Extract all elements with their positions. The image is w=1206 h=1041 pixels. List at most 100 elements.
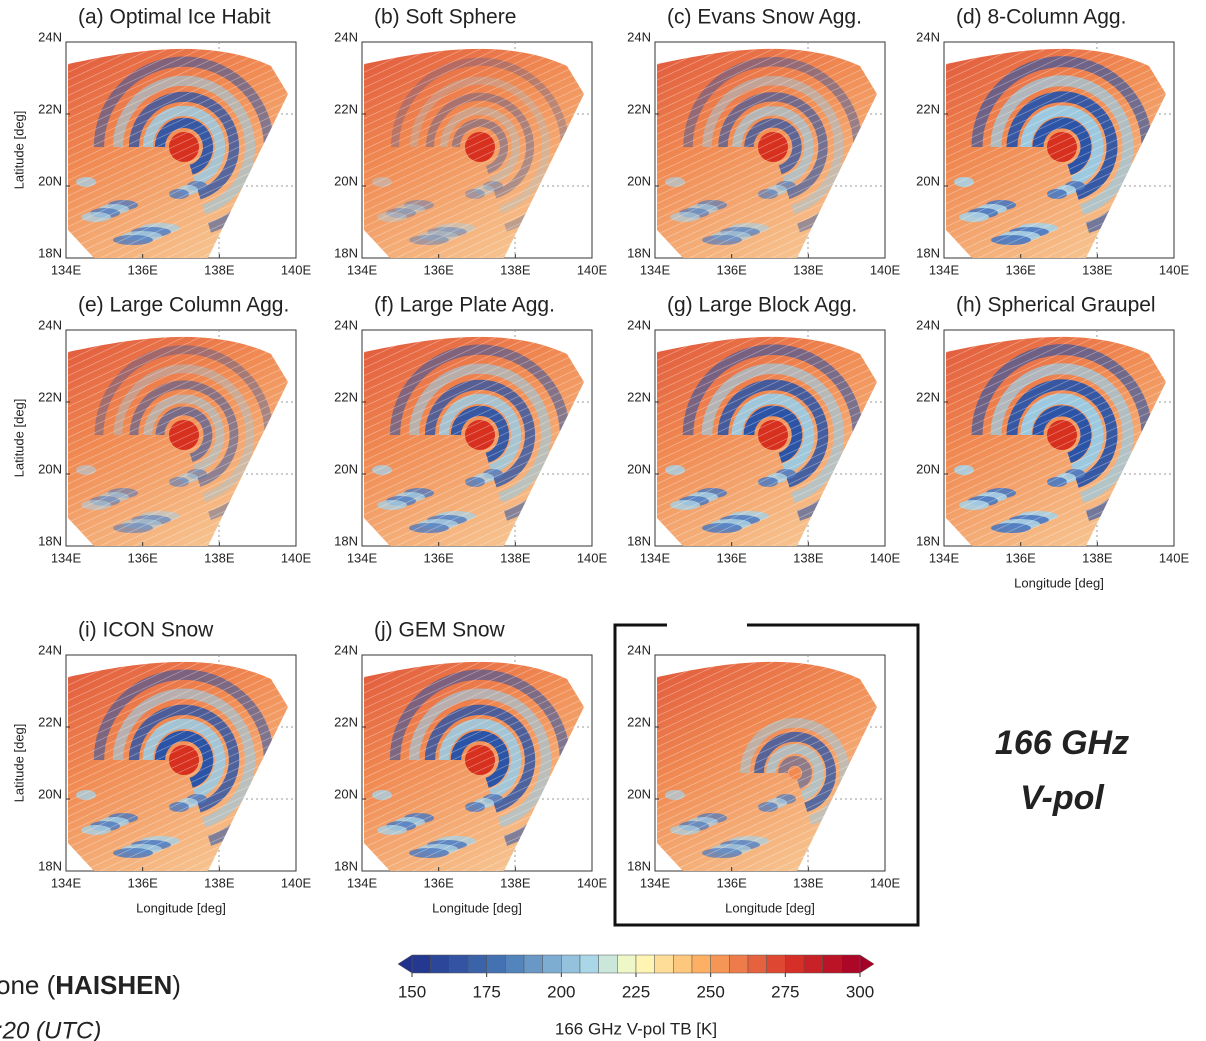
y-tick-label: 20N xyxy=(38,461,62,476)
y-tick-label: 18N xyxy=(38,245,62,260)
x-tick-label: 134E xyxy=(51,262,82,277)
x-tick-label: 136E xyxy=(127,875,158,890)
map-panel: 134E 136E 138E 140E 18N 20N 22N 24N (h) Spherica… xyxy=(916,294,1189,591)
caption-part: one ( xyxy=(0,970,56,1000)
y-tick-label: 20N xyxy=(334,461,358,476)
y-tick-label: 24N xyxy=(627,29,651,44)
x-axis-label: Longitude [deg] xyxy=(136,900,226,915)
x-tick-label: 138E xyxy=(500,262,531,277)
colorbar-label: 166 GHz V-pol TB [K] xyxy=(555,1019,717,1038)
map-panel: 134E 136E 138E 140E 18N 20N 22N 24N (e) Large Co… xyxy=(11,294,311,566)
colorbar-cell xyxy=(486,954,506,974)
y-tick-label: 24N xyxy=(627,317,651,332)
swath xyxy=(68,661,288,871)
colorbar-cell xyxy=(542,954,562,974)
map-panel: 134E 136E 138E 140E 18N 20N 22N 24N (j) GEM Snow… xyxy=(334,619,607,916)
colorbar-tick-label: 175 xyxy=(472,982,500,1001)
y-tick-label: 18N xyxy=(916,245,940,260)
x-tick-label: 134E xyxy=(347,262,378,277)
y-tick-label: 24N xyxy=(38,317,62,332)
y-tick-label: 24N xyxy=(334,317,358,332)
y-tick-label: 20N xyxy=(916,461,940,476)
x-tick-label: 136E xyxy=(716,550,747,565)
panel-title: (b) Soft Sphere xyxy=(374,6,516,29)
colorbar-cell xyxy=(785,954,805,974)
x-tick-label: 138E xyxy=(793,550,824,565)
caption: :20 (UTC) xyxy=(0,1017,101,1041)
x-tick-label: 138E xyxy=(793,262,824,277)
x-tick-label: 136E xyxy=(1005,550,1036,565)
map-panel: 134E 136E 138E 140E 18N 20N 22N 24N (f) Large Pl… xyxy=(334,294,607,566)
colorbar-cell xyxy=(430,954,450,974)
y-tick-label: 22N xyxy=(38,714,62,729)
y-tick-label: 22N xyxy=(38,389,62,404)
y-tick-label: 20N xyxy=(38,786,62,801)
caption-part: HAISHEN xyxy=(55,970,172,1000)
colorbar-cell xyxy=(803,954,823,974)
panel-title: (j) GEM Snow xyxy=(374,619,506,642)
colorbar-tick-label: 200 xyxy=(547,982,575,1001)
x-tick-label: 140E xyxy=(870,875,901,890)
colorbar-cell xyxy=(766,954,786,974)
x-tick-label: 140E xyxy=(870,550,901,565)
y-tick-label: 22N xyxy=(334,101,358,116)
y-tick-label: 24N xyxy=(916,29,940,44)
title-bg xyxy=(667,609,747,641)
panel-title: (c) Evans Snow Agg. xyxy=(667,6,862,29)
map-panel: 134E 136E 138E 140E 18N 20N 22N 24N (i) ICON Sno… xyxy=(11,619,311,916)
y-tick-label: 20N xyxy=(627,461,651,476)
swath xyxy=(364,336,584,546)
caption: one (HAISHEN) xyxy=(0,970,181,1000)
y-tick-label: 20N xyxy=(334,173,358,188)
y-tick-label: 18N xyxy=(627,533,651,548)
annotation: V-pol xyxy=(1020,779,1105,817)
map-panel: 134E 136E 138E 140E 18N 20N 22N 24N (b) Soft Sph… xyxy=(334,6,607,278)
y-axis-label: Latitude [deg] xyxy=(11,399,26,478)
y-tick-label: 22N xyxy=(334,714,358,729)
y-tick-label: 18N xyxy=(334,533,358,548)
colorbar-cell xyxy=(841,954,861,974)
colorbar-tick-label: 300 xyxy=(846,982,874,1001)
map-panel: 134E 136E 138E 140E 18N 20N 22N 24N (c) Evans Sn… xyxy=(627,6,900,278)
y-tick-label: 24N xyxy=(334,29,358,44)
colorbar-cell xyxy=(617,954,637,974)
y-tick-label: 20N xyxy=(916,173,940,188)
x-tick-label: 136E xyxy=(1005,262,1036,277)
colorbar-tick-label: 250 xyxy=(696,982,724,1001)
colorbar-cell xyxy=(822,954,842,974)
colorbar-tick-label: 150 xyxy=(398,982,426,1001)
map-panel: 134E 136E 138E 140E 18N 20N 22N 24N (d) 8-Column… xyxy=(916,6,1189,278)
y-tick-label: 22N xyxy=(334,389,358,404)
x-tick-label: 140E xyxy=(870,262,901,277)
y-tick-label: 24N xyxy=(38,29,62,44)
colorbar-cell xyxy=(635,954,655,974)
colorbar-cell xyxy=(673,954,693,974)
y-tick-label: 24N xyxy=(627,642,651,657)
y-tick-label: 22N xyxy=(627,389,651,404)
y-tick-label: 18N xyxy=(334,858,358,873)
caption-part: ) xyxy=(172,970,181,1000)
y-tick-label: 18N xyxy=(334,245,358,260)
y-tick-label: 18N xyxy=(627,858,651,873)
x-tick-label: 138E xyxy=(1082,262,1113,277)
x-tick-label: 140E xyxy=(577,550,608,565)
y-tick-label: 20N xyxy=(627,786,651,801)
y-axis-label: Latitude [deg] xyxy=(11,111,26,190)
map-panel: 134E 136E 138E 140E 18N 20N 22N 24N (g) Large Bl… xyxy=(627,294,900,566)
colorbar-arrow xyxy=(859,954,875,974)
colorbar-cell xyxy=(691,954,711,974)
x-tick-label: 140E xyxy=(1159,262,1190,277)
x-tick-label: 140E xyxy=(577,875,608,890)
x-tick-label: 140E xyxy=(281,262,312,277)
panel-title: (f) Large Plate Agg. xyxy=(374,294,555,317)
y-axis-label: Latitude [deg] xyxy=(11,724,26,803)
x-axis-label: Longitude [deg] xyxy=(432,900,522,915)
y-tick-label: 18N xyxy=(38,858,62,873)
x-axis-label: Longitude [deg] xyxy=(1014,575,1104,590)
colorbar-arrow xyxy=(397,954,413,974)
map-panel: 134E136E138E140E18N20N22N24NOBSLongitude… xyxy=(627,609,901,915)
x-tick-label: 134E xyxy=(929,262,960,277)
panel-title: (h) Spherical Graupel xyxy=(956,294,1156,317)
x-tick-label: 136E xyxy=(423,875,454,890)
